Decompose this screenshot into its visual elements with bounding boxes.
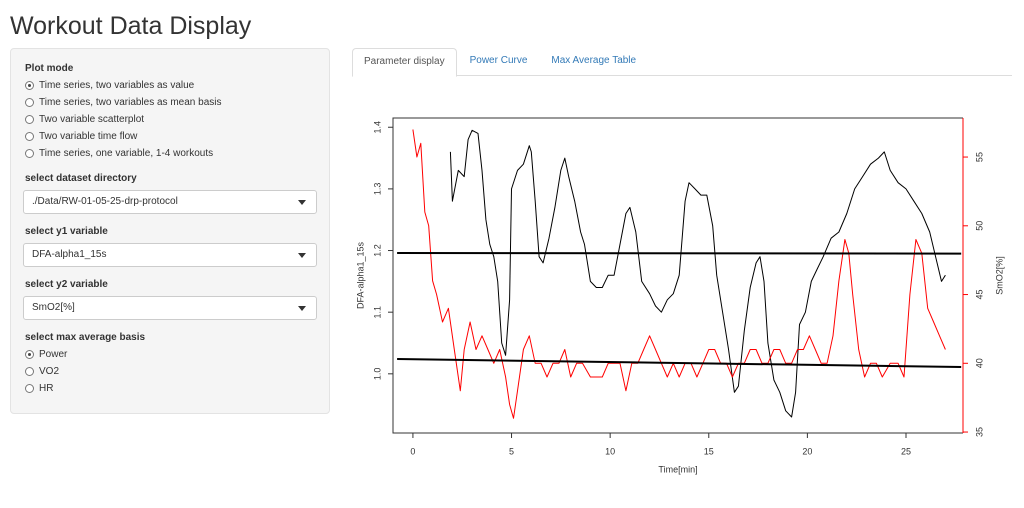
radio-option[interactable]: Power <box>25 349 319 366</box>
select-label: select y2 variable <box>25 279 108 290</box>
y2-tick-label: 55 <box>974 152 984 162</box>
radio-label[interactable]: Two variable time flow <box>39 131 138 142</box>
select-input[interactable]: SmO2[%] <box>23 296 317 320</box>
select-input[interactable]: ./Data/RW-01-05-25-drp-protocol <box>23 190 317 214</box>
radio-label[interactable]: Time series, two variables as mean basis <box>39 97 222 108</box>
y2-tick-label: 40 <box>974 358 984 368</box>
data-line <box>449 129 946 418</box>
spacer <box>21 165 319 169</box>
plot-frame <box>392 117 963 434</box>
tab[interactable]: Power Curve <box>469 55 528 66</box>
chart: 0 5 10 15 20 25 1.0 1.1 1.2 1.3 1.4 35 40 45 50 55 Time[… <box>355 117 1004 474</box>
y2-tick-label: 35 <box>974 427 984 437</box>
radio-option[interactable]: Two variable time flow <box>25 131 319 148</box>
spacer <box>21 400 319 404</box>
radio-option[interactable]: Two variable scatterplot <box>25 114 319 131</box>
radio-option[interactable]: Time series, one variable, 1-4 workouts <box>25 148 319 165</box>
select-input[interactable]: DFA-alpha1_15s <box>23 243 317 267</box>
data-line <box>412 129 946 419</box>
radio-label[interactable]: Time series, one variable, 1-4 workouts <box>39 148 214 159</box>
select-label: select dataset directory <box>25 173 137 184</box>
data-line <box>397 252 962 255</box>
radio-option[interactable]: Time series, two variables as mean basis <box>25 97 319 114</box>
page-title: Workout Data Display <box>10 12 252 40</box>
select-label: select y1 variable <box>25 226 108 237</box>
radio-button[interactable] <box>25 384 34 393</box>
radio-group-label: select max average basis <box>25 332 146 343</box>
y-tick-label: 1.2 <box>372 244 382 257</box>
y-tick-label: 1.0 <box>372 368 382 381</box>
x-tick-label: 0 <box>410 446 415 456</box>
tab[interactable]: Parameter display <box>352 48 457 77</box>
radio-group-label: Plot mode <box>25 63 74 74</box>
x-tick-label: 10 <box>605 446 615 456</box>
y2-tick-label: 45 <box>974 290 984 300</box>
radio-option[interactable]: VO2 <box>25 366 319 383</box>
data-line <box>397 358 962 368</box>
radio-label[interactable]: VO2 <box>39 366 60 377</box>
radio-label[interactable]: Time series, two variables as value <box>39 80 195 91</box>
sidebar: Plot mode Time series, two variables as v… <box>10 48 330 414</box>
y-tick-label: 1.4 <box>372 121 382 134</box>
x-tick-label: 5 <box>509 446 514 456</box>
x-tick-label: 25 <box>901 446 911 456</box>
radio-label[interactable]: Power <box>39 349 68 360</box>
tab[interactable]: Max Average Table <box>551 55 637 66</box>
y-tick-label: 1.1 <box>372 306 382 319</box>
radio-label[interactable]: Two variable scatterplot <box>39 114 145 125</box>
radio-button[interactable] <box>25 81 34 90</box>
tabs: Parameter display Power Curve Max Average … <box>352 48 1012 77</box>
radio-button[interactable] <box>25 115 34 124</box>
x-tick-label: 15 <box>704 446 714 456</box>
radio-button[interactable] <box>25 132 34 141</box>
radio-button[interactable] <box>25 149 34 158</box>
radio-button[interactable] <box>25 98 34 107</box>
y2-tick-label: 50 <box>974 221 984 231</box>
y2-axis-label: SmO2[%] <box>994 256 1004 295</box>
radio-label[interactable]: HR <box>39 383 54 394</box>
x-axis-label: Time[min] <box>658 464 697 474</box>
y-tick-label: 1.3 <box>372 183 382 196</box>
y-axis-label: DFA-alpha1_15s <box>355 241 365 309</box>
x-tick-label: 20 <box>802 446 812 456</box>
radio-option[interactable]: HR <box>25 383 319 400</box>
radio-option[interactable]: Time series, two variables as value <box>25 80 319 97</box>
radio-button[interactable] <box>25 367 34 376</box>
radio-button[interactable] <box>25 350 34 359</box>
